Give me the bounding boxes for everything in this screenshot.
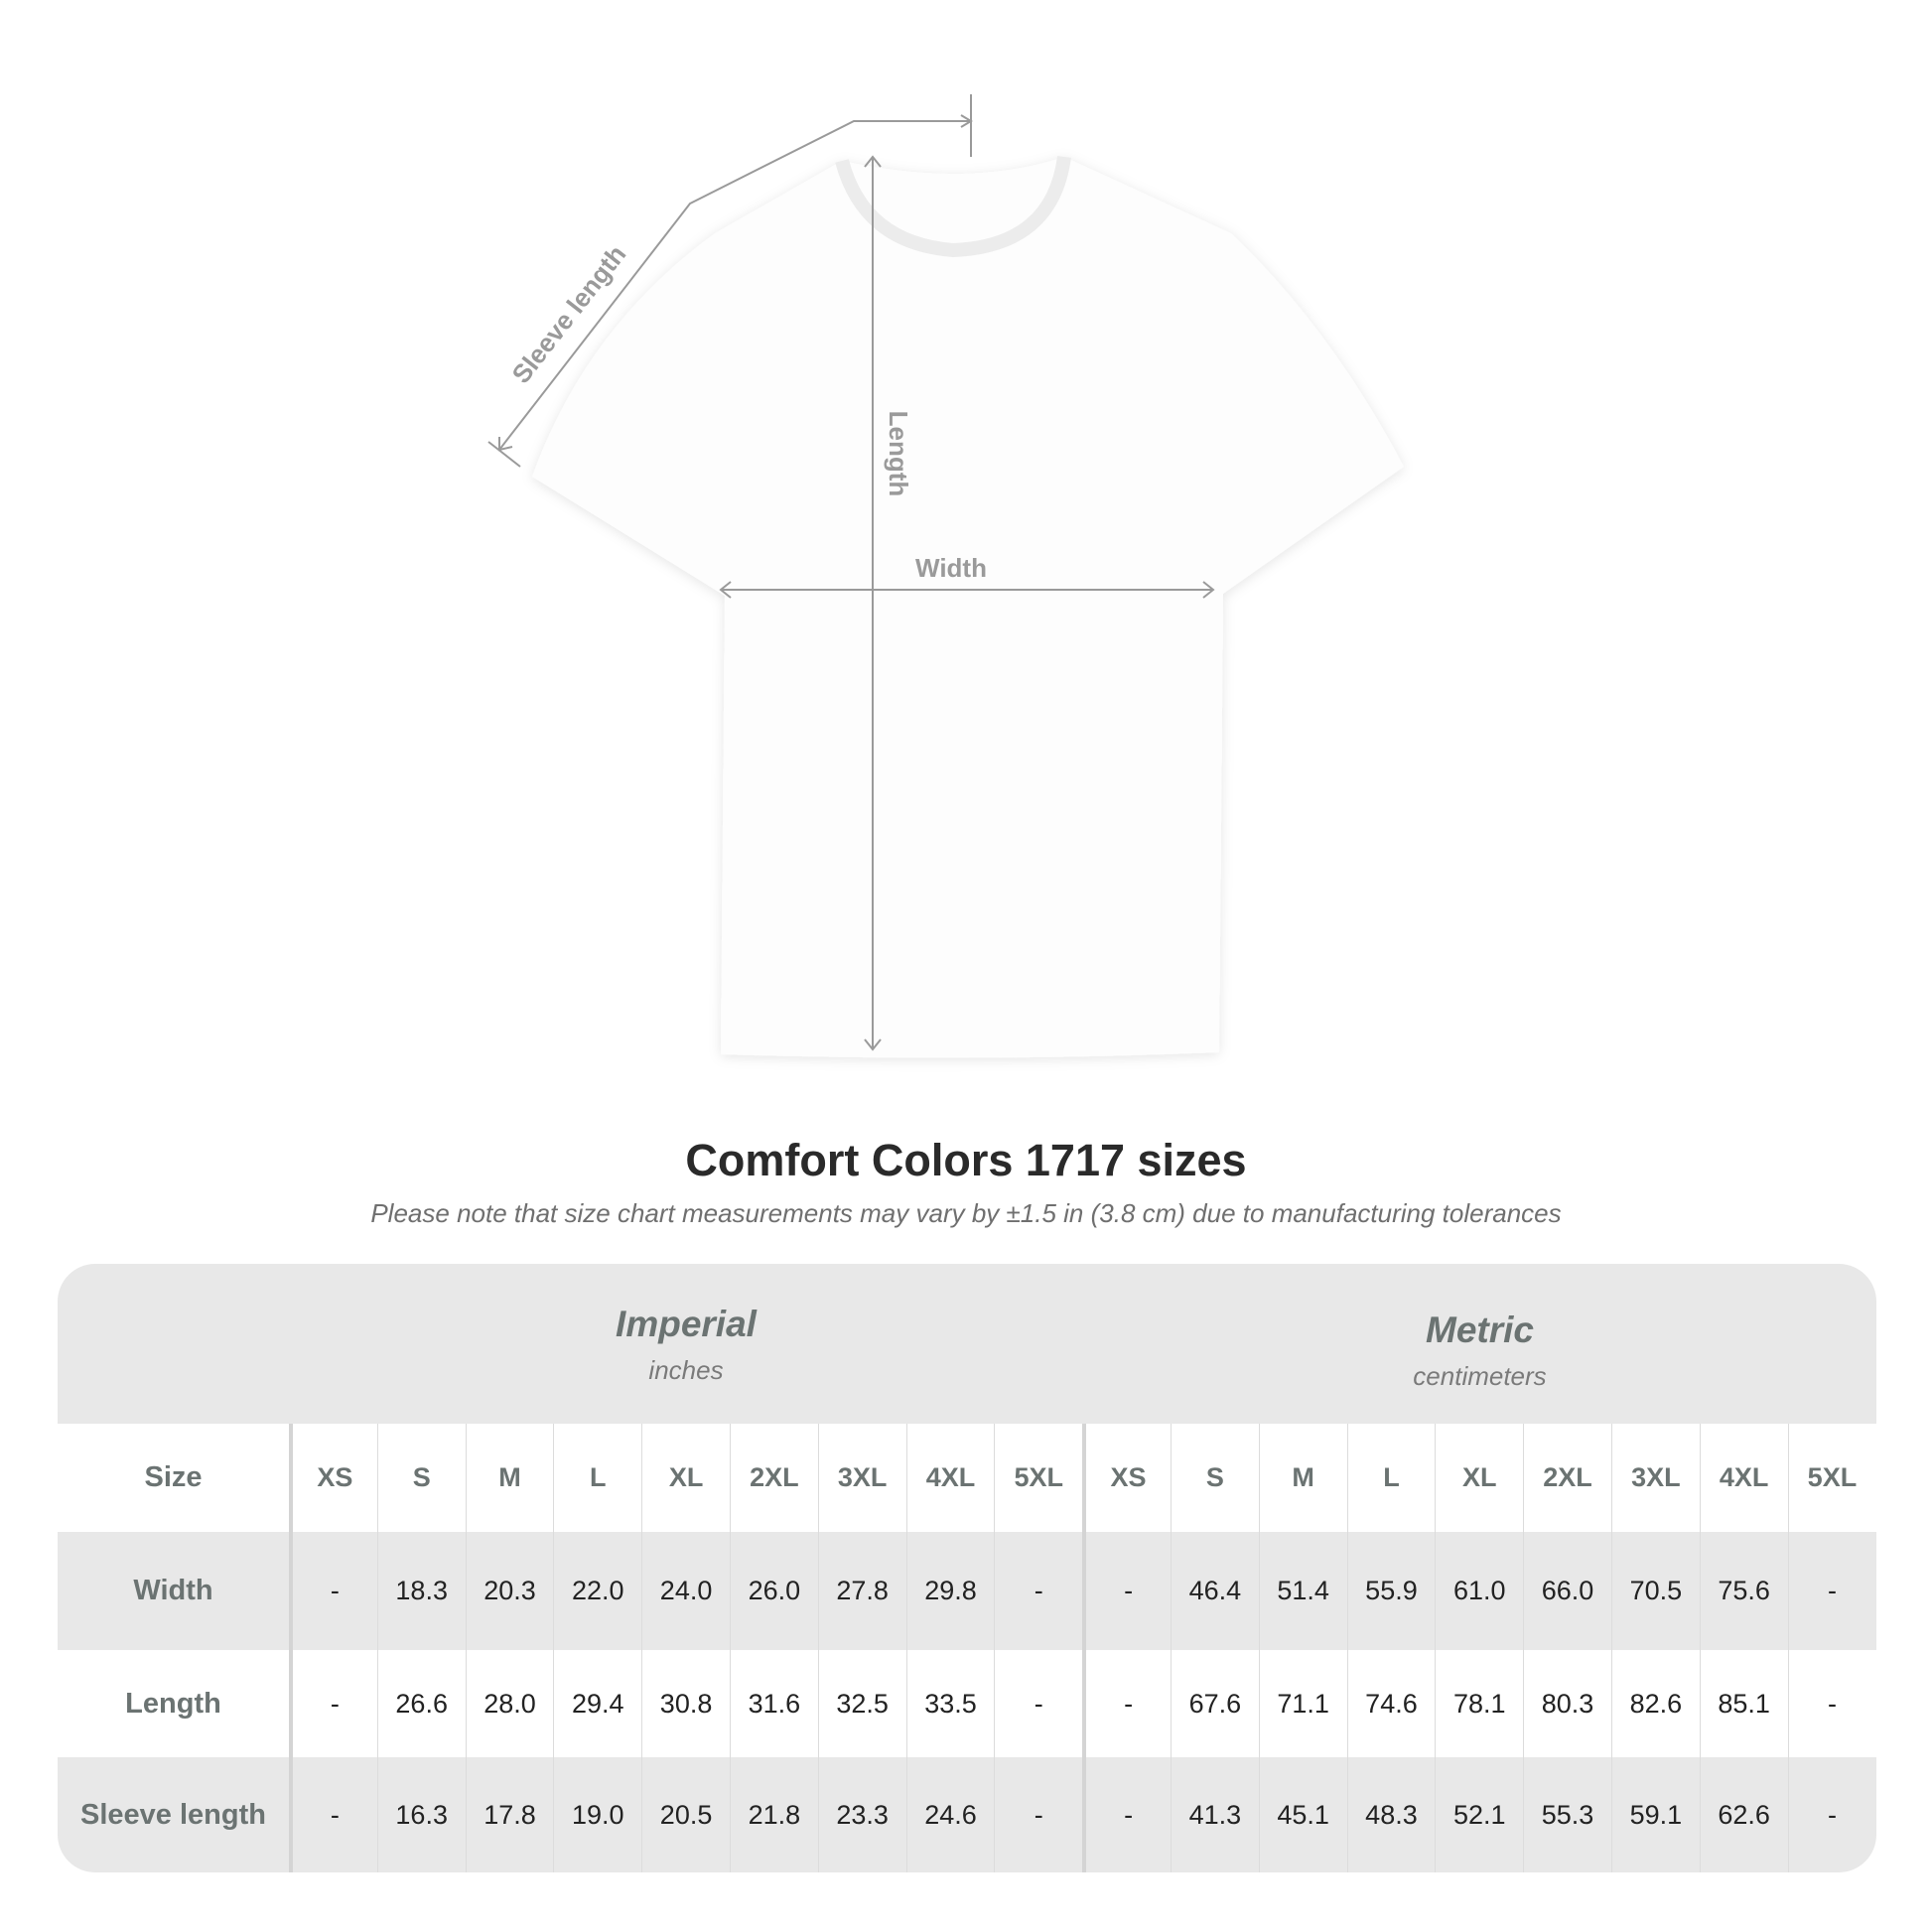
size-metric-header: 5XL xyxy=(1787,1424,1876,1532)
metric-value-cell: 55.9 xyxy=(1346,1532,1436,1650)
metric-value-cell: 52.1 xyxy=(1435,1757,1523,1872)
tshirt-collar xyxy=(835,155,1071,258)
imperial-value-cell: 16.3 xyxy=(376,1757,466,1872)
metric-unit: centimeters xyxy=(1413,1361,1547,1391)
metric-value-cell: 62.6 xyxy=(1699,1757,1788,1872)
imperial-value-cell: - xyxy=(994,1650,1082,1757)
imperial-value-cell: 24.0 xyxy=(641,1532,730,1650)
table-row: Sleeve length -16.3 17.8 19.0 20.5 21.8 23.3 24… xyxy=(58,1757,1876,1872)
imperial-value-cell: 20.3 xyxy=(465,1532,554,1650)
imperial-value-cell: 26.6 xyxy=(376,1650,466,1757)
imperial-value-cell: 21.8 xyxy=(729,1757,818,1872)
row-label: Width xyxy=(133,1575,213,1606)
metric-value-cell: 78.1 xyxy=(1435,1650,1523,1757)
row-label: Sleeve length xyxy=(80,1798,266,1831)
metric-heading: Metric xyxy=(1426,1310,1534,1350)
size-label: Size xyxy=(144,1461,203,1493)
imperial-value-cell: 28.0 xyxy=(465,1650,554,1757)
size-imperial-header: S xyxy=(376,1424,466,1532)
size-header-row: Size XS S M L XL 2XL 3XL 4XL 5XL XS S M L XL 2XL 3XL 4XL 5… xyxy=(58,1424,1876,1532)
chart-subtitle: Please note that size chart measurements… xyxy=(370,1198,1562,1228)
imperial-value-cell: 17.8 xyxy=(465,1757,554,1872)
metric-value-cell: 70.5 xyxy=(1610,1532,1700,1650)
metric-value-cell: 51.4 xyxy=(1258,1532,1347,1650)
size-metric-header: S xyxy=(1170,1424,1259,1532)
imperial-value-cell: 26.0 xyxy=(729,1532,818,1650)
metric-value-cell: 66.0 xyxy=(1523,1532,1611,1650)
size-imperial-header: XS xyxy=(289,1424,377,1532)
imperial-value-cell: - xyxy=(994,1757,1082,1872)
length-label: Length xyxy=(884,411,913,497)
imperial-value-cell: 33.5 xyxy=(905,1650,995,1757)
metric-value-cell: 80.3 xyxy=(1523,1650,1611,1757)
imperial-unit: inches xyxy=(648,1355,724,1385)
metric-value-cell: 59.1 xyxy=(1610,1757,1700,1872)
metric-value-cell: 41.3 xyxy=(1170,1757,1259,1872)
size-metric-header: 4XL xyxy=(1699,1424,1788,1532)
size-metric-header: L xyxy=(1346,1424,1436,1532)
size-table: Imperial inches Metric centimeters Size X… xyxy=(58,1264,1876,1872)
table-row: Length -26.6 28.0 29.4 30.8 31.6 32.5 33.5- -67.… xyxy=(58,1650,1876,1757)
imperial-value-cell: 23.3 xyxy=(817,1757,906,1872)
size-metric-header: XL xyxy=(1435,1424,1523,1532)
metric-value-cell: - xyxy=(1787,1532,1876,1650)
imperial-value-cell: 31.6 xyxy=(729,1650,818,1757)
imperial-value-cell: 18.3 xyxy=(376,1532,466,1650)
metric-value-cell: 75.6 xyxy=(1699,1532,1788,1650)
size-imperial-header: 4XL xyxy=(905,1424,995,1532)
imperial-value-cell: 27.8 xyxy=(817,1532,906,1650)
imperial-value-cell: 24.6 xyxy=(905,1757,995,1872)
size-metric-header: 2XL xyxy=(1523,1424,1611,1532)
metric-value-cell: - xyxy=(1082,1650,1171,1757)
tshirt-diagram: Sleeve length Length Width xyxy=(487,94,1404,1058)
size-metric-header: XS xyxy=(1082,1424,1171,1532)
imperial-value-cell: 19.0 xyxy=(553,1757,641,1872)
imperial-value-cell: 22.0 xyxy=(553,1532,641,1650)
metric-value-cell: 67.6 xyxy=(1170,1650,1259,1757)
imperial-value-cell: 20.5 xyxy=(641,1757,730,1872)
metric-value-cell: 48.3 xyxy=(1346,1757,1436,1872)
metric-value-cell: 45.1 xyxy=(1258,1757,1347,1872)
size-imperial-header: XL xyxy=(641,1424,730,1532)
metric-value-cell: 71.1 xyxy=(1258,1650,1347,1757)
metric-value-cell: 55.3 xyxy=(1523,1757,1611,1872)
imperial-value-cell: - xyxy=(994,1532,1082,1650)
row-label: Length xyxy=(125,1687,221,1720)
metric-value-cell: 74.6 xyxy=(1346,1650,1436,1757)
imperial-value-cell: - xyxy=(289,1532,377,1650)
imperial-header: Imperial inches xyxy=(289,1304,1083,1463)
metric-value-cell: - xyxy=(1082,1532,1171,1650)
size-metric-header: M xyxy=(1258,1424,1347,1532)
metric-value-cell: 46.4 xyxy=(1170,1532,1259,1650)
metric-value-cell: - xyxy=(1082,1757,1171,1872)
metric-value-cell: - xyxy=(1787,1650,1876,1757)
tshirt-shape xyxy=(532,157,1404,1058)
imperial-value-cell: - xyxy=(289,1650,377,1757)
imperial-value-cell: 30.8 xyxy=(641,1650,730,1757)
chart-title: Comfort Colors 1717 sizes xyxy=(685,1135,1247,1185)
size-imperial-header: 3XL xyxy=(817,1424,906,1532)
metric-value-cell: 85.1 xyxy=(1699,1650,1788,1757)
metric-value-cell: 61.0 xyxy=(1435,1532,1523,1650)
table-row: Width -18.3 20.3 22.0 24.0 26.0 27.8 29.8- -46.4… xyxy=(58,1532,1876,1650)
width-label: Width xyxy=(915,553,987,583)
size-imperial-header: 5XL xyxy=(994,1424,1082,1532)
imperial-heading: Imperial xyxy=(616,1304,757,1344)
sleeve-measure-line xyxy=(498,120,971,451)
imperial-value-cell: 32.5 xyxy=(817,1650,906,1757)
metric-header: Metric centimeters xyxy=(1083,1310,1876,1469)
size-metric-header: 3XL xyxy=(1610,1424,1700,1532)
imperial-value-cell: - xyxy=(289,1757,377,1872)
imperial-value-cell: 29.8 xyxy=(905,1532,995,1650)
size-imperial-header: L xyxy=(553,1424,641,1532)
metric-value-cell: 82.6 xyxy=(1610,1650,1700,1757)
metric-value-cell: - xyxy=(1787,1757,1876,1872)
imperial-value-cell: 29.4 xyxy=(553,1650,641,1757)
size-imperial-header: 2XL xyxy=(729,1424,818,1532)
size-imperial-header: M xyxy=(465,1424,554,1532)
